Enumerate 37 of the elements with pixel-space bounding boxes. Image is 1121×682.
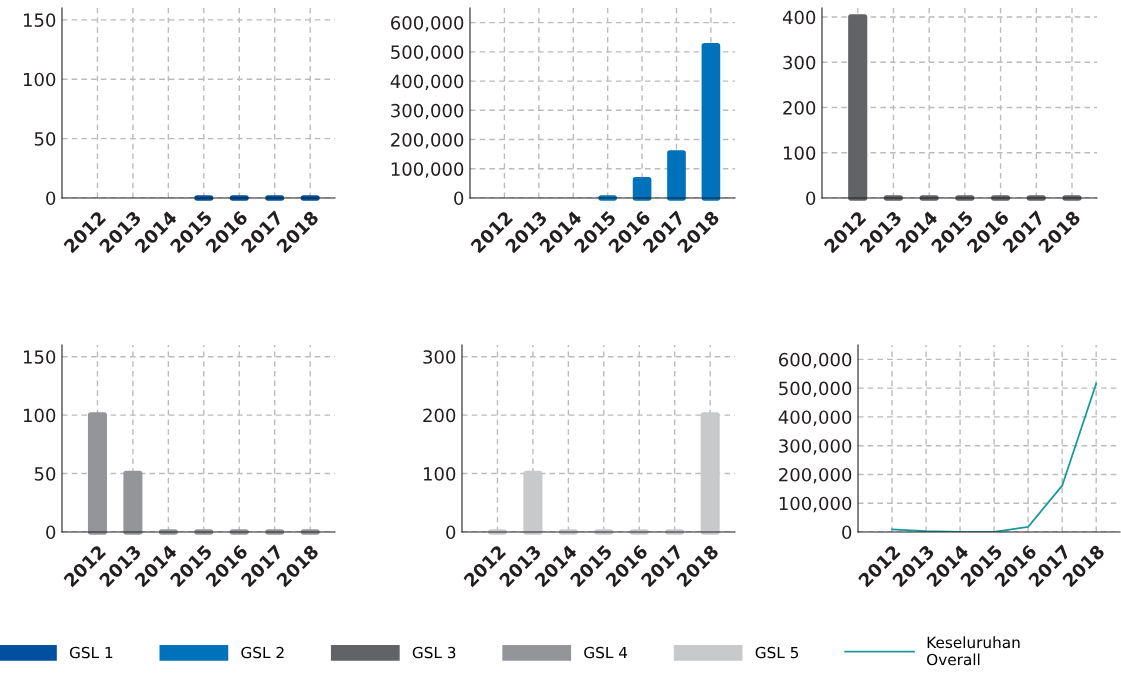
legend-label: GSL 2 xyxy=(241,646,284,659)
y-tick-label: 400 xyxy=(782,10,816,25)
y-tick-label: 100 xyxy=(23,408,56,423)
y-tick-label: 200,000 xyxy=(779,467,852,484)
y-tick-label: 500,000 xyxy=(779,381,852,398)
y-tick-label: 50 xyxy=(34,132,56,146)
y-tick-label: 0 xyxy=(446,525,456,540)
y-tick-label: 100 xyxy=(23,72,56,87)
y-tick-label: 300 xyxy=(783,55,816,70)
legend-label: GSL 5 xyxy=(755,646,799,659)
y-tick-label: 50 xyxy=(34,467,56,481)
y-tick-label: 0 xyxy=(842,525,852,540)
y-tick-label: 150 xyxy=(23,350,56,364)
legend-label: GSL 3 xyxy=(412,646,456,659)
y-tick-label: 0 xyxy=(454,191,464,206)
y-tick-label: 400,000 xyxy=(390,74,464,91)
y-tick-label: 300,000 xyxy=(391,103,464,120)
y-tick-label: 300,000 xyxy=(779,439,852,455)
legend-label: GSL 4 xyxy=(584,646,628,659)
y-tick-label: 0 xyxy=(46,525,56,540)
y-tick-label: 150 xyxy=(23,13,56,27)
y-tick-label: 500,000 xyxy=(391,45,464,61)
y-tick-label: 300 xyxy=(423,350,456,364)
legend-label: Keseluruhan Overall xyxy=(927,636,1020,666)
y-tick-label: 100 xyxy=(783,146,816,160)
y-tick-label: 0 xyxy=(806,191,816,206)
y-tick-label: 0 xyxy=(46,191,56,206)
y-tick-label: 200 xyxy=(423,408,456,423)
y-tick-label: 100 xyxy=(423,467,456,481)
y-tick-label: 400,000 xyxy=(778,410,852,426)
y-tick-label: 600,000 xyxy=(779,352,852,369)
y-tick-label: 100,000 xyxy=(391,162,464,178)
y-tick-label: 600,000 xyxy=(391,16,464,32)
y-tick-label: 200 xyxy=(783,100,816,115)
y-tick-label: 100,000 xyxy=(779,496,852,513)
legend-label: GSL 1 xyxy=(69,646,113,659)
y-tick-label: 200,000 xyxy=(391,133,464,149)
